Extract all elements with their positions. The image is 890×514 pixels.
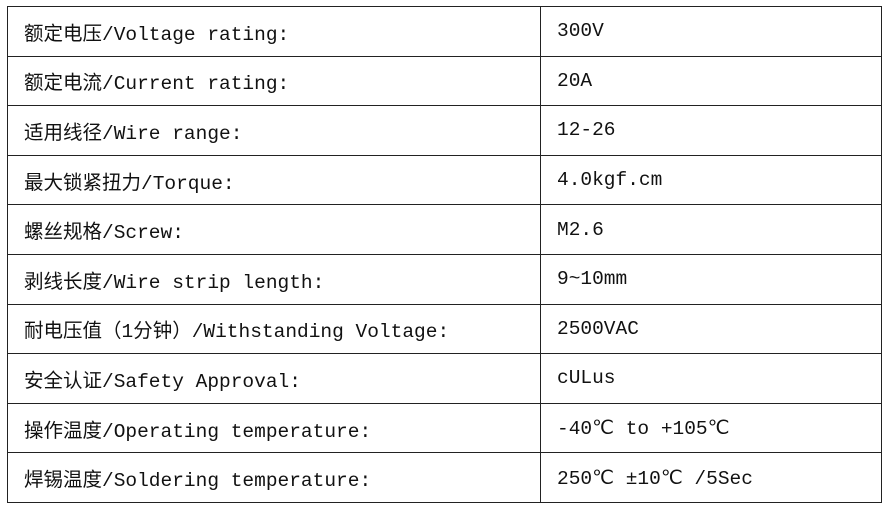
spec-label: 耐电压值（1分钟）/Withstanding Voltage: (7, 303, 541, 355)
table-row: 螺丝规格/Screw: M2.6 (7, 204, 882, 255)
spec-label: 最大锁紧扭力/Torque: (7, 154, 541, 206)
table-row: 适用线径/Wire range: 12-26 (7, 105, 882, 156)
spec-label: 安全认证/Safety Approval: (7, 353, 541, 404)
table-row: 额定电压/Voltage rating: 300V (7, 6, 882, 57)
spec-value: M2.6 (540, 204, 882, 255)
spec-label: 额定电流/Current rating: (7, 55, 541, 107)
table-row: 剥线长度/Wire strip length: 9~10mm (7, 253, 882, 305)
spec-table-body: 额定电压/Voltage rating: 300V 额定电流/Current rat… (7, 6, 882, 503)
spec-value: 300V (540, 6, 882, 57)
table-row: 安全认证/Safety Approval: cULus (7, 353, 882, 404)
spec-table: 额定电压/Voltage rating: 300V 额定电流/Current rat… (7, 6, 882, 503)
table-row: 最大锁紧扭力/Torque: 4.0kgf.cm (7, 154, 882, 206)
table-row: 耐电压值（1分钟）/Withstanding Voltage: 2500VAC (7, 303, 882, 355)
spec-label: 适用线径/Wire range: (7, 105, 541, 156)
table-row: 焊锡温度/Soldering temperature: 250℃ ±10℃ /5S… (7, 452, 882, 503)
spec-value: 2500VAC (540, 303, 882, 355)
spec-label: 剥线长度/Wire strip length: (7, 253, 541, 305)
spec-value: 250℃ ±10℃ /5Sec (540, 452, 882, 503)
spec-value: 20A (540, 55, 882, 107)
spec-value: -40℃ to +105℃ (540, 402, 882, 454)
spec-label: 螺丝规格/Screw: (7, 204, 541, 255)
table-row: 额定电流/Current rating: 20A (7, 55, 882, 107)
spec-label: 额定电压/Voltage rating: (7, 6, 541, 57)
table-row: 操作温度/Operating temperature: -40℃ to +105℃ (7, 402, 882, 454)
spec-label: 操作温度/Operating temperature: (7, 402, 541, 454)
spec-value: 4.0kgf.cm (540, 154, 882, 206)
spec-label: 焊锡温度/Soldering temperature: (7, 452, 541, 503)
spec-value: cULus (540, 353, 882, 404)
spec-value: 12-26 (540, 105, 882, 156)
spec-value: 9~10mm (540, 253, 882, 305)
